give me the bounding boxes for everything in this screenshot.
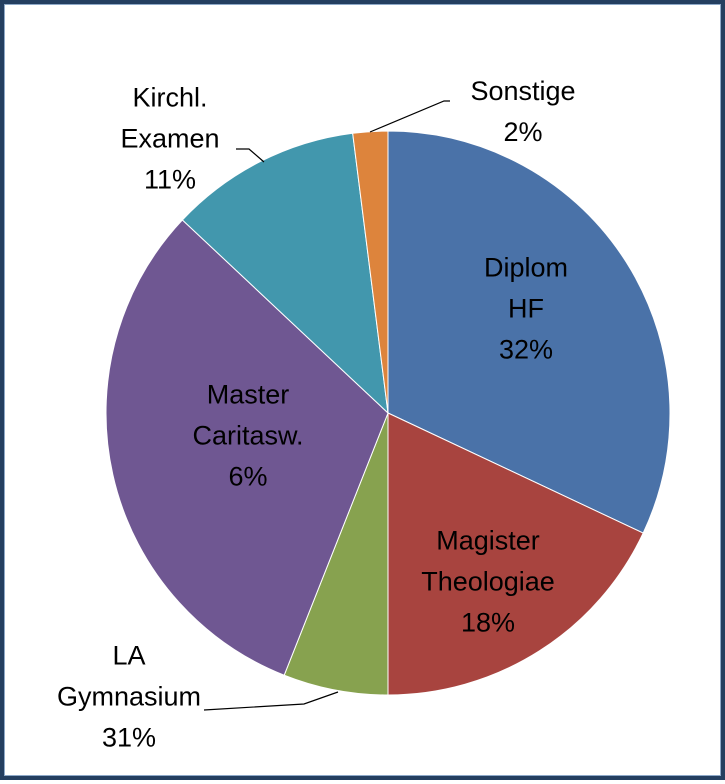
leader-line <box>236 148 265 163</box>
value-label: 11% <box>143 164 197 195</box>
category-label: Magister Theologiae <box>421 525 555 597</box>
category-label: Kirchl. Examen <box>120 82 220 154</box>
pie-slice <box>105 219 389 676</box>
pie-slice <box>387 412 644 696</box>
category-label: Master Caritasw. <box>192 379 304 451</box>
pie-slice <box>181 132 389 415</box>
category-label: Diplom HF <box>483 252 569 324</box>
value-label: 2% <box>503 117 543 147</box>
slice-label: Sonstige 2% <box>470 71 575 153</box>
leader-line <box>203 691 339 711</box>
slice-label: Diplom HF 32% <box>484 248 568 371</box>
category-label: Sonstige <box>470 76 576 106</box>
slice-label: Magister Theologiae 18% <box>421 521 555 644</box>
pie-slice <box>387 130 671 534</box>
leader-line <box>369 100 450 133</box>
value-label: 6% <box>228 461 268 492</box>
slice-label: Kirchl. Examen 11% <box>120 78 219 201</box>
category-label: LA Gymnasium <box>56 640 202 712</box>
slice-label: LA Gymnasium 31% <box>57 636 201 759</box>
value-label: 18% <box>460 607 516 638</box>
value-label: 31% <box>101 722 157 753</box>
slice-label: Master Caritasw. 6% <box>192 375 303 498</box>
value-label: 32% <box>498 334 554 365</box>
plot <box>105 100 671 711</box>
